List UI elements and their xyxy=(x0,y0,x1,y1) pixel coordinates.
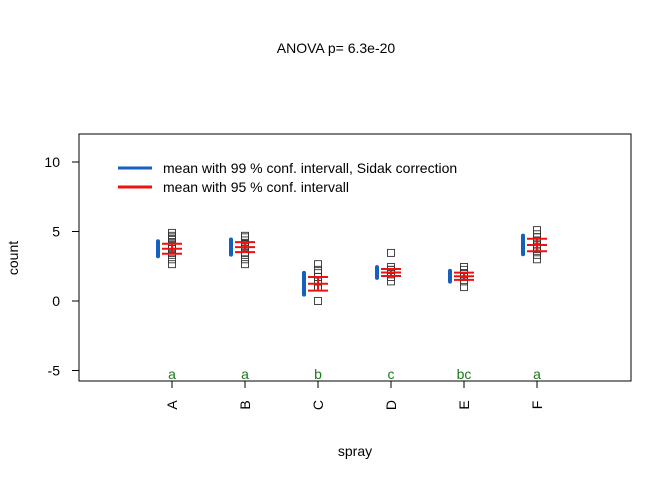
data-point xyxy=(168,255,176,264)
group-letter-E: bc xyxy=(457,366,472,382)
group-letters: a a b c bc a xyxy=(168,366,541,382)
x-tick-label-D: D xyxy=(383,400,399,410)
group-letter-C: b xyxy=(314,366,322,382)
y-tick-label: 5 xyxy=(52,224,60,240)
data-point xyxy=(314,260,322,269)
y-axis: -5 0 5 10 xyxy=(44,154,80,379)
x-tick-label-B: B xyxy=(237,400,253,409)
legend-label-99: mean with 99 % conf. intervall, Sidak co… xyxy=(163,160,457,176)
x-axis-label: spray xyxy=(338,443,372,459)
y-tick-label: 0 xyxy=(52,293,60,309)
chart-title: ANOVA p= 6.3e-20 xyxy=(277,40,396,56)
group-letter-D: c xyxy=(388,366,395,382)
group-letter-B: a xyxy=(241,366,249,382)
data-point xyxy=(314,265,322,274)
y-axis-label: count xyxy=(5,241,21,275)
confidence-intervals xyxy=(156,233,547,297)
data-point xyxy=(168,228,176,237)
x-tick-label-C: C xyxy=(310,400,326,410)
x-tick-label-F: F xyxy=(529,401,545,410)
data-point xyxy=(387,248,395,257)
group-letter-F: a xyxy=(533,366,541,382)
data-point xyxy=(460,283,468,292)
data-point xyxy=(533,226,541,235)
data-point xyxy=(387,277,395,286)
x-axis: A B C D E F xyxy=(164,380,545,410)
data-points xyxy=(168,226,541,305)
x-tick-label-E: E xyxy=(456,400,472,409)
data-point xyxy=(241,260,249,269)
legend: mean with 99 % conf. intervall, Sidak co… xyxy=(118,160,457,195)
data-point xyxy=(241,231,249,240)
data-point xyxy=(168,233,176,242)
data-point xyxy=(168,260,176,269)
group-letter-A: a xyxy=(168,366,176,382)
data-point xyxy=(241,255,249,264)
legend-label-95: mean with 95 % conf. intervall xyxy=(163,179,349,195)
data-point xyxy=(533,255,541,264)
data-point xyxy=(460,262,468,271)
y-tick-label: -5 xyxy=(48,363,61,379)
y-tick-label: 10 xyxy=(44,154,60,170)
data-point xyxy=(314,297,322,305)
x-tick-label-A: A xyxy=(164,400,180,410)
